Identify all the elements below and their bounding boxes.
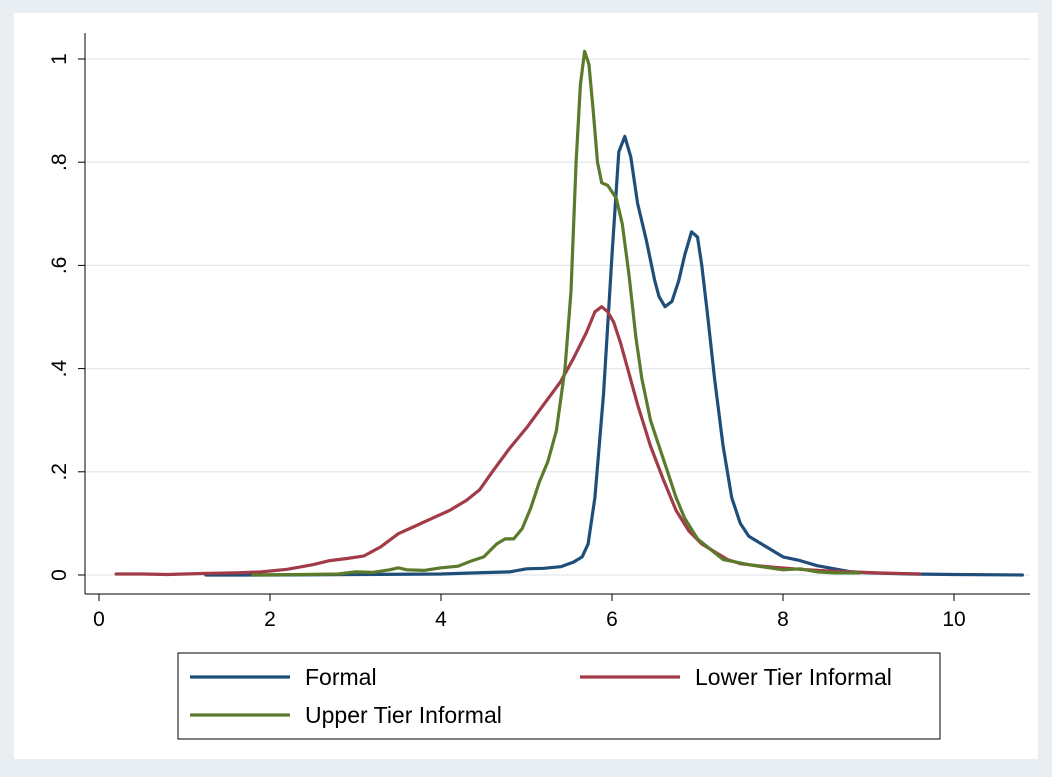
x-tick-label: 2 xyxy=(264,608,276,631)
x-tick-label: 8 xyxy=(777,608,789,631)
x-tick-label: 0 xyxy=(93,608,105,631)
legend-label: Upper Tier Informal xyxy=(305,702,502,728)
series-line-upper-tier-informal xyxy=(251,49,862,577)
axes: 0.2.4.6.810 2 4 6 8 10 xyxy=(48,33,1030,631)
x-tick-label: 6 xyxy=(606,608,618,631)
legend: Formal Lower Tier Informal Upper Tier Info… xyxy=(177,652,941,740)
y-tick-label: 1 xyxy=(48,53,71,65)
y-tick-label: .6 xyxy=(48,257,71,275)
x-tick-label: 4 xyxy=(435,608,447,631)
legend-label: Formal xyxy=(305,664,377,690)
graph-region xyxy=(14,13,1038,759)
y-tick-label: .4 xyxy=(48,360,71,378)
y-tick-label: .8 xyxy=(48,153,71,171)
x-tick-label: 10 xyxy=(942,608,965,631)
y-tick-label: 0 xyxy=(48,569,71,581)
series xyxy=(114,49,1024,577)
legend-box xyxy=(177,652,941,740)
legend-label: Lower Tier Informal xyxy=(695,664,892,690)
y-tick-label: .2 xyxy=(48,463,71,481)
series-line-formal xyxy=(204,134,1024,577)
